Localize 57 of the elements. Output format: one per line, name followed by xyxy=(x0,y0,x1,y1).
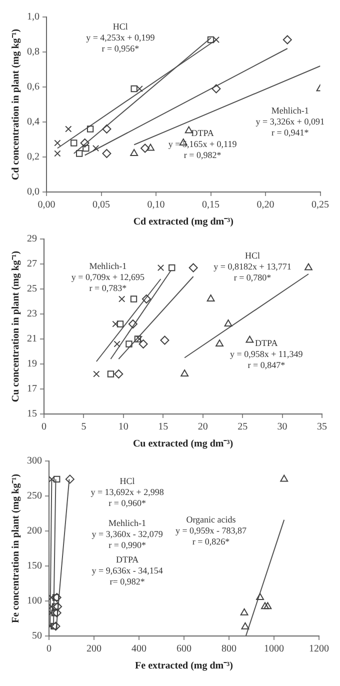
y-tick-label: 0,8 xyxy=(27,46,40,58)
y-tick-label: 25 xyxy=(27,284,37,295)
x-tick-label: 0,15 xyxy=(202,200,220,211)
x-tick-label: 800 xyxy=(222,644,236,655)
y-tick-label: 150 xyxy=(27,560,42,572)
x-tick-label: 0,00 xyxy=(38,200,56,211)
annotation: Mehlich-1 y = 3,326x + 0,091 r = 0,941* xyxy=(256,105,324,138)
y-tick-label: 19 xyxy=(27,358,37,370)
x-tick-label: 1200 xyxy=(309,644,329,655)
annotation: HCl y = 4,253x + 0,199 r = 0,956* xyxy=(86,21,156,54)
x-tick-label: 35 xyxy=(317,422,327,433)
y-tick-label: 50 xyxy=(32,630,42,642)
y-tick-label: 200 xyxy=(27,526,42,537)
x-tick-label: 200 xyxy=(86,644,102,655)
y-tick-label: 29 xyxy=(27,234,37,245)
x-tick-label: 30 xyxy=(277,422,288,433)
y-tick-label: 300 xyxy=(27,456,42,467)
x-tick-label: 0 xyxy=(42,422,46,433)
x-tick-label: 0 xyxy=(46,644,52,655)
annotation: HCl y = 0,8182x + 13,771 r = 0,780* xyxy=(214,250,292,282)
y-tick-label: 1,0 xyxy=(27,12,40,23)
y-axis-title: Cu concentration in plant (mg kg⁻¹) xyxy=(10,250,22,402)
x-tick-label: 15 xyxy=(158,422,168,433)
annotation: DTPA y = 0,958x + 11,349 r = 0,847* xyxy=(230,338,304,370)
x-tick-label: 5 xyxy=(81,422,86,433)
x-tick-label: 20 xyxy=(198,422,208,433)
y-axis-title: Fe concentration in plant (mg kg⁻¹) xyxy=(10,474,22,624)
y-tick-label: 23 xyxy=(27,308,37,320)
annotation: Mehlich-1 y = 3,360x - 32,079 r = 0,990* xyxy=(92,518,164,550)
annotation: Organic acids y = 0,959x - 783,87 r = 0,826* xyxy=(175,514,248,546)
x-tick-label: 10 xyxy=(118,422,128,433)
y-tick-label: 17 xyxy=(27,384,37,395)
x-tick-label: 25 xyxy=(238,422,248,433)
x-tick-label: 0,10 xyxy=(147,200,165,211)
x-axis-title: Cd extracted (mg dm⁻³) xyxy=(133,216,234,228)
y-tick-label: 100 xyxy=(27,596,42,607)
annotation: Mehlich-1 y = 0,709x + 12,695 r = 0,783* xyxy=(71,260,146,293)
annotation: HCl y = 13,692x + 2,998 r = 0,960* xyxy=(90,476,164,508)
x-tick-label: 400 xyxy=(132,644,146,655)
y-tick-label: 15 xyxy=(27,408,37,420)
y-tick-label: 27 xyxy=(27,258,37,270)
y-tick-label: 0,6 xyxy=(27,82,40,93)
x-tick-label: 1000 xyxy=(264,644,284,655)
x-tick-label: 600 xyxy=(176,644,192,655)
annotation: DTPA y = 9,636x - 34,154 r= 0,982* xyxy=(92,554,164,587)
y-axis-title: Cd concentration in plant (mg kg⁻¹) xyxy=(10,28,22,180)
x-axis-title: Fe extracted (mg dm⁻³) xyxy=(135,660,233,672)
y-tick-label: 0,4 xyxy=(27,116,40,128)
x-tick-label: 0,25 xyxy=(312,200,329,211)
y-tick-label: 250 xyxy=(27,490,42,502)
x-tick-label: 0,05 xyxy=(92,200,110,211)
y-tick-label: 0,0 xyxy=(27,186,40,198)
x-axis-title: Cu extracted (mg dm⁻³) xyxy=(132,438,234,450)
y-tick-label: 0,2 xyxy=(27,152,40,163)
annotation: DTPA y = 5,165x + 0,119 r = 0,982* xyxy=(168,128,238,160)
x-tick-label: 0,20 xyxy=(256,200,274,211)
y-tick-label: 21 xyxy=(27,334,37,345)
